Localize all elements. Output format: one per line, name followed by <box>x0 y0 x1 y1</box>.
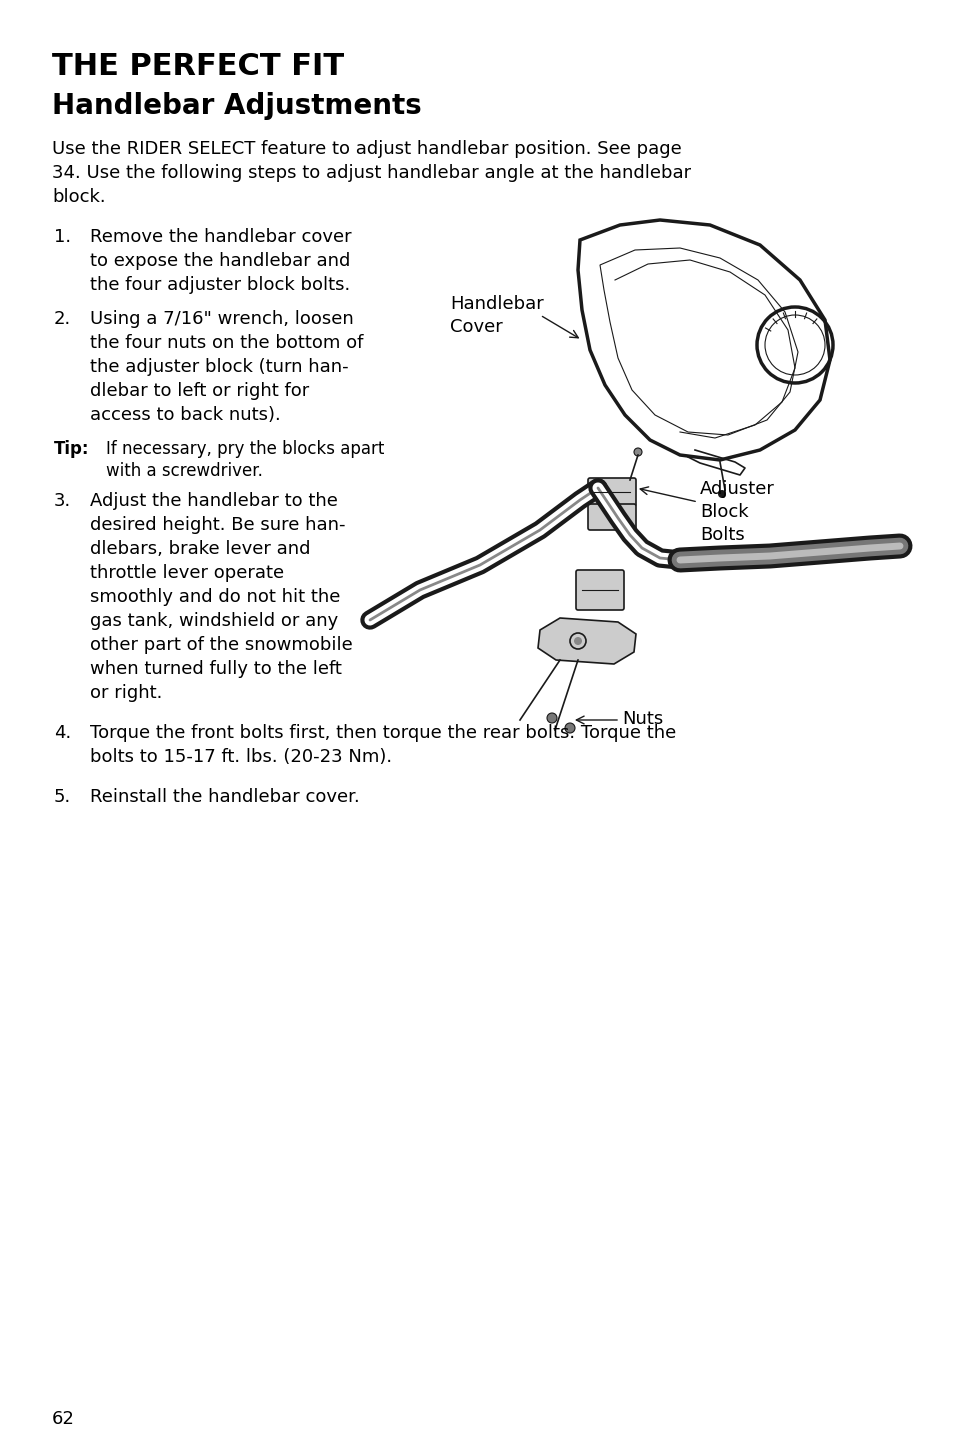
Text: bolts to 15-17 ft. lbs. (20-23 Nm).: bolts to 15-17 ft. lbs. (20-23 Nm). <box>90 747 392 766</box>
Text: Reinstall the handlebar cover.: Reinstall the handlebar cover. <box>90 788 359 806</box>
Text: throttle lever operate: throttle lever operate <box>90 564 284 582</box>
Text: If necessary, pry the blocks apart: If necessary, pry the blocks apart <box>106 441 384 458</box>
Text: Using a 7/16" wrench, loosen: Using a 7/16" wrench, loosen <box>90 310 354 329</box>
Text: Use the RIDER SELECT feature to adjust handlebar position. See page: Use the RIDER SELECT feature to adjust h… <box>52 140 681 158</box>
Text: THE PERFECT FIT: THE PERFECT FIT <box>52 52 344 81</box>
Text: the four adjuster block bolts.: the four adjuster block bolts. <box>90 276 350 294</box>
Text: when turned fully to the left: when turned fully to the left <box>90 660 341 678</box>
Text: smoothly and do not hit the: smoothly and do not hit the <box>90 587 340 606</box>
Circle shape <box>634 448 641 457</box>
Text: or right.: or right. <box>90 683 162 702</box>
FancyBboxPatch shape <box>587 478 636 506</box>
Text: gas tank, windshield or any: gas tank, windshield or any <box>90 612 338 630</box>
Text: Handlebar Adjustments: Handlebar Adjustments <box>52 92 421 121</box>
Text: 3.: 3. <box>54 491 71 510</box>
Text: Torque the front bolts first, then torque the rear bolts. Torque the: Torque the front bolts first, then torqu… <box>90 724 676 742</box>
Text: Nuts: Nuts <box>621 710 662 728</box>
Text: Handlebar
Cover: Handlebar Cover <box>450 295 543 336</box>
Text: 1.: 1. <box>54 228 71 246</box>
Text: Adjuster
Block
Bolts: Adjuster Block Bolts <box>700 480 774 544</box>
Text: 5.: 5. <box>54 788 71 806</box>
Text: the four nuts on the bottom of: the four nuts on the bottom of <box>90 334 363 352</box>
Text: block.: block. <box>52 188 106 206</box>
Text: Adjust the handlebar to the: Adjust the handlebar to the <box>90 491 337 510</box>
Text: dlebars, brake lever and: dlebars, brake lever and <box>90 539 310 558</box>
Text: 62: 62 <box>52 1410 74 1428</box>
Text: access to back nuts).: access to back nuts). <box>90 406 280 425</box>
Circle shape <box>574 637 581 646</box>
Circle shape <box>890 537 908 555</box>
Circle shape <box>718 490 725 499</box>
Text: with a screwdriver.: with a screwdriver. <box>106 462 263 480</box>
FancyBboxPatch shape <box>576 570 623 611</box>
Polygon shape <box>537 618 636 664</box>
Text: 34. Use the following steps to adjust handlebar angle at the handlebar: 34. Use the following steps to adjust ha… <box>52 164 690 182</box>
Circle shape <box>564 723 575 733</box>
Text: the adjuster block (turn han-: the adjuster block (turn han- <box>90 358 348 377</box>
Text: to expose the handlebar and: to expose the handlebar and <box>90 252 350 270</box>
Text: Remove the handlebar cover: Remove the handlebar cover <box>90 228 352 246</box>
FancyBboxPatch shape <box>587 505 636 531</box>
Text: Tip:: Tip: <box>54 441 90 458</box>
Text: dlebar to left or right for: dlebar to left or right for <box>90 382 309 400</box>
Circle shape <box>546 712 557 723</box>
Text: desired height. Be sure han-: desired height. Be sure han- <box>90 516 345 534</box>
Text: 4.: 4. <box>54 724 71 742</box>
Text: other part of the snowmobile: other part of the snowmobile <box>90 635 353 654</box>
Text: 2.: 2. <box>54 310 71 329</box>
